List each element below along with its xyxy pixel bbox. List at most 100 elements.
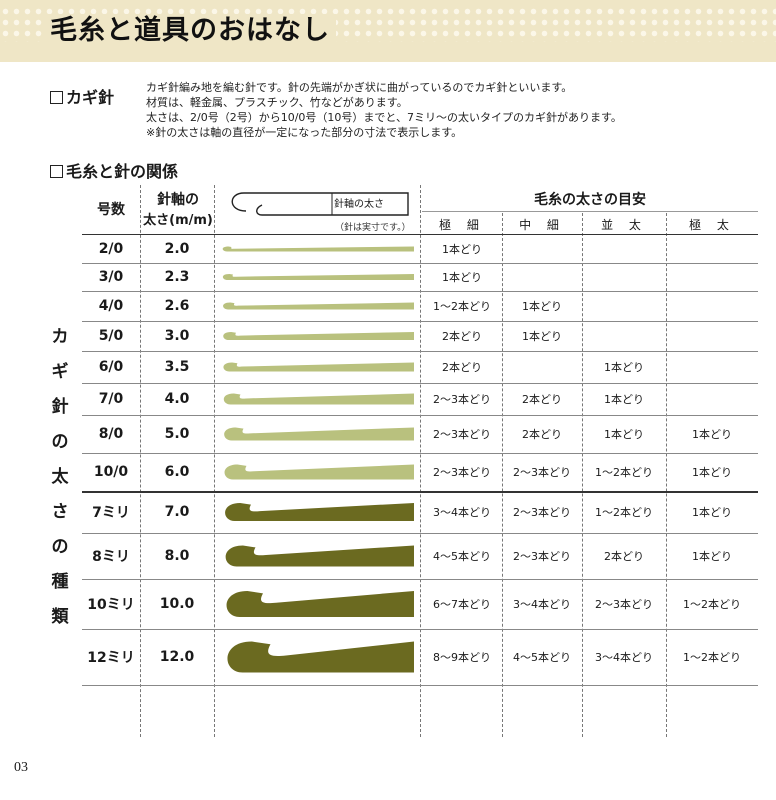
table-row: 7ミリ 7.0 3～4本どり 2～3本どり 1～2本どり 1本どり xyxy=(82,491,758,533)
checkbox-square-icon xyxy=(50,165,63,178)
hook-cell xyxy=(218,235,418,263)
strand-count: 1本どり xyxy=(692,428,732,441)
hook-cell xyxy=(218,453,418,491)
strand-count: 1本どり xyxy=(692,506,732,519)
shaft-diameter: 5.0 xyxy=(164,426,190,442)
side-label-char: ギ xyxy=(51,362,69,382)
strand-count: 2本どり xyxy=(522,393,562,406)
description-line: 材質は、軽金属、プラスチック、竹などがあります。 xyxy=(146,96,408,109)
hook-cell xyxy=(218,415,418,453)
section-title-crochet-hook: カギ針 xyxy=(50,84,114,108)
strand-count: 6～7本どり xyxy=(433,598,491,611)
strand-count xyxy=(582,321,666,351)
shaft-diameter: 4.0 xyxy=(164,391,190,407)
hook-shape xyxy=(223,362,414,372)
checkbox-square-icon xyxy=(50,91,63,104)
strand-count: 1～2本どり xyxy=(683,598,741,611)
strand-count: 1～2本どり xyxy=(595,506,653,519)
hook-shape xyxy=(224,464,414,480)
page-number: 03 xyxy=(14,760,28,775)
strand-count xyxy=(666,263,758,291)
hook-shape xyxy=(226,591,414,617)
table-row: 10/0 6.0 2～3本どり 2～3本どり 1～2本どり 1本どり xyxy=(82,453,758,491)
shaft-thickness-label: 針軸の太さ xyxy=(334,199,384,210)
strand-count xyxy=(502,235,582,263)
crochet-hook-icon xyxy=(222,274,414,280)
strand-count: 1本どり xyxy=(604,428,644,441)
strand-count xyxy=(666,235,758,263)
table-row: 12ミリ 12.0 8～9本どり 4～5本どり 3～4本どり 1～2本どり xyxy=(82,629,758,685)
strand-count: 1～2本どり xyxy=(595,466,653,479)
row-divider xyxy=(82,579,758,580)
section-title-yarn-needle-relation: 毛糸と針の関係 xyxy=(50,158,178,182)
hook-shape xyxy=(227,641,414,673)
strand-count xyxy=(666,351,758,383)
header-yarn-extra-fine: 極 細 xyxy=(439,218,485,232)
hook-cell xyxy=(218,491,418,533)
table-row: 5/0 3.0 2本どり 1本どり xyxy=(82,321,758,351)
shaft-diameter: 3.5 xyxy=(164,359,190,375)
strand-count xyxy=(582,235,666,263)
header-divider xyxy=(422,211,758,212)
hook-diagram-icon xyxy=(231,192,409,216)
crochet-hook-icon xyxy=(223,332,414,340)
shaft-diameter: 10.0 xyxy=(159,596,195,612)
table-row: 8/0 5.0 2～3本どり 2本どり 1本どり 1本どり xyxy=(82,415,758,453)
yarn-needle-table: 号数 針軸の 太さ(m/m) 針軸の太さ （針は実寸です。） 毛糸の太さの目安 … xyxy=(82,185,758,737)
table-row: 6/0 3.5 2本どり 1本どり xyxy=(82,351,758,383)
strand-count xyxy=(502,351,582,383)
page-title: 毛糸と道具のおはなし xyxy=(44,14,336,48)
hook-size: 6/0 xyxy=(98,359,124,375)
strand-count: 4～5本どり xyxy=(513,651,571,664)
shaft-diameter: 6.0 xyxy=(164,464,190,480)
description-line: カギ針編み地を編む針です。針の先端がかぎ状に曲がっているのでカギ針といいます。 xyxy=(146,81,573,94)
table-row: 3/0 2.3 1本どり xyxy=(82,263,758,291)
row-divider xyxy=(82,685,758,686)
hook-shape xyxy=(225,503,414,521)
crochet-hook-icon xyxy=(223,393,414,405)
strand-count: 2～3本どり xyxy=(433,466,491,479)
shaft-diameter: 2.0 xyxy=(164,241,190,257)
strand-count: 3～4本どり xyxy=(433,506,491,519)
hook-shape xyxy=(224,427,414,441)
column-divider xyxy=(140,185,141,737)
side-label-char: さ xyxy=(51,502,69,522)
row-divider xyxy=(82,383,758,384)
strand-count: 2～3本どり xyxy=(513,550,571,563)
strand-count: 1本どり xyxy=(604,361,644,374)
table-row: 10ミリ 10.0 6～7本どり 3～4本どり 2～3本どり 1～2本どり xyxy=(82,579,758,629)
strand-count: 2～3本どり xyxy=(433,393,491,406)
section-title-text: カギ針 xyxy=(66,88,115,107)
hook-cell xyxy=(218,291,418,321)
strand-count: 3～4本どり xyxy=(513,598,571,611)
side-label-char: 類 xyxy=(51,607,69,627)
column-divider xyxy=(502,213,503,737)
shaft-diameter: 2.3 xyxy=(164,269,190,285)
column-divider xyxy=(582,213,583,737)
hook-size: 2/0 xyxy=(98,241,124,257)
crochet-hook-icon xyxy=(225,545,414,567)
side-label-char: 太 xyxy=(51,467,69,487)
side-label-char: カ xyxy=(51,327,69,347)
hook-cell xyxy=(218,579,418,629)
table-row: 2/0 2.0 1本どり xyxy=(82,235,758,263)
row-divider xyxy=(82,415,758,416)
section-title-text: 毛糸と針の関係 xyxy=(66,162,179,181)
strand-count: 1～2本どり xyxy=(433,300,491,313)
strand-count xyxy=(582,291,666,321)
column-divider xyxy=(666,213,667,737)
shaft-diameter: 3.0 xyxy=(164,328,190,344)
hook-size: 10/0 xyxy=(93,464,129,480)
strand-count: 1本どり xyxy=(442,271,482,284)
shaft-diameter: 7.0 xyxy=(164,504,190,520)
strand-count: 1本どり xyxy=(522,330,562,343)
hook-size: 7/0 xyxy=(98,391,124,407)
row-divider xyxy=(82,491,758,493)
header-yarn-bulky: 極 太 xyxy=(689,218,735,232)
table-row: 4/0 2.6 1～2本どり 1本どり xyxy=(82,291,758,321)
row-divider xyxy=(82,351,758,352)
strand-count: 1本どり xyxy=(692,550,732,563)
strand-count: 1～2本どり xyxy=(683,651,741,664)
hook-shape xyxy=(223,302,414,310)
strand-count: 1本どり xyxy=(604,393,644,406)
